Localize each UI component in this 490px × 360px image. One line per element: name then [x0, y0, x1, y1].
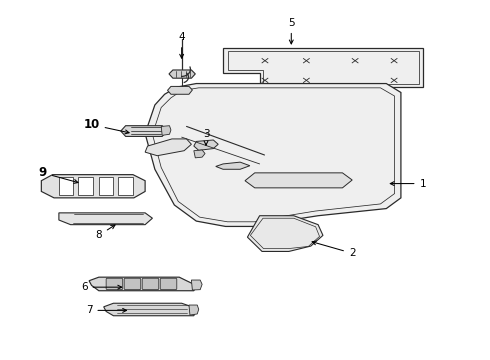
Polygon shape	[168, 86, 193, 94]
Polygon shape	[78, 177, 93, 195]
Text: 5: 5	[288, 18, 294, 44]
Polygon shape	[59, 177, 74, 195]
Text: 2: 2	[312, 241, 356, 258]
Text: 3: 3	[203, 129, 209, 145]
Text: 7: 7	[86, 305, 126, 315]
Text: 1: 1	[390, 179, 426, 189]
Text: 10: 10	[83, 118, 129, 134]
Polygon shape	[145, 84, 401, 226]
Polygon shape	[89, 277, 196, 291]
Polygon shape	[121, 126, 167, 136]
FancyBboxPatch shape	[160, 278, 177, 290]
FancyBboxPatch shape	[142, 278, 159, 290]
Polygon shape	[189, 305, 199, 315]
Polygon shape	[216, 162, 250, 169]
Polygon shape	[99, 177, 114, 195]
Polygon shape	[194, 150, 205, 158]
Text: 8: 8	[96, 225, 115, 240]
Polygon shape	[245, 173, 352, 188]
FancyBboxPatch shape	[106, 278, 122, 290]
Polygon shape	[59, 213, 152, 225]
FancyBboxPatch shape	[124, 278, 141, 290]
Polygon shape	[192, 280, 202, 290]
Text: 9: 9	[39, 166, 78, 183]
Text: 6: 6	[81, 282, 122, 292]
Polygon shape	[41, 175, 145, 198]
Polygon shape	[118, 177, 133, 195]
Polygon shape	[161, 126, 171, 135]
Polygon shape	[194, 140, 218, 150]
Polygon shape	[145, 139, 192, 156]
Polygon shape	[223, 48, 423, 87]
Polygon shape	[104, 303, 196, 316]
Text: 4: 4	[178, 32, 185, 58]
Polygon shape	[169, 70, 196, 78]
Polygon shape	[247, 216, 323, 251]
